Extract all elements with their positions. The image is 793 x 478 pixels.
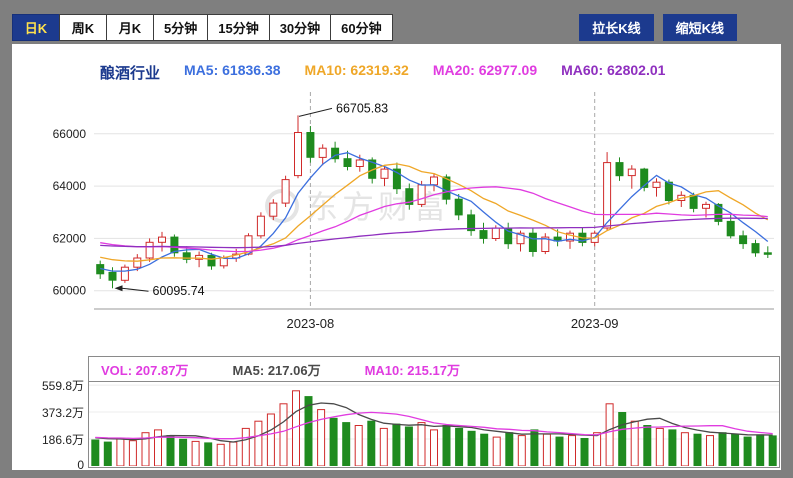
chart-panel: 酿酒行业 MA5: 61836.38 MA10: 62319.32 MA20: …	[12, 44, 784, 472]
candlestick-chart[interactable]: 66000 64000 62000 60000 2023-08 2023-09 东方财富 66…	[24, 84, 784, 344]
tab-month-k[interactable]: 月K	[106, 14, 154, 41]
ma60-legend: MA60: 62802.01	[561, 62, 666, 78]
volume-legend: VOL: 207.87万 MA5: 217.06万 MA10: 215.17万	[89, 357, 779, 382]
tab-30min[interactable]: 30分钟	[268, 14, 332, 41]
main-chart-header: 酿酒行业 MA5: 61836.38 MA10: 62319.32 MA20: …	[100, 62, 665, 83]
shrink-kline-button[interactable]: 缩短K线	[662, 14, 737, 41]
tab-5min[interactable]: 5分钟	[153, 14, 209, 41]
tab-week-k[interactable]: 周K	[59, 14, 107, 41]
kline-actions: 拉长K线 缩短K线	[579, 14, 781, 41]
ma20-legend: MA20: 62977.09	[432, 62, 538, 78]
period-tabs: 日K 周K 月K 5分钟 15分钟 30分钟 60分钟	[12, 14, 393, 41]
svg-text:东方财富: 东方财富	[306, 189, 450, 225]
volume-tick-label: 373.2万	[41, 406, 84, 421]
volume-tick-label: 559.8万	[41, 379, 84, 394]
tab-15min[interactable]: 15分钟	[207, 14, 270, 41]
svg-text:2023-09: 2023-09	[571, 316, 619, 331]
svg-text:66705.83: 66705.83	[336, 101, 388, 115]
volume-chart[interactable]	[89, 382, 779, 466]
toolbar: 日K 周K 月K 5分钟 15分钟 30分钟 60分钟 拉长K线 缩短K线	[12, 14, 781, 41]
tab-day-k[interactable]: 日K	[12, 14, 60, 41]
volume-tick-label: 0	[77, 458, 84, 472]
stretch-kline-button[interactable]: 拉长K线	[579, 14, 654, 41]
industry-title: 酿酒行业	[100, 65, 161, 82]
svg-text:60095.74: 60095.74	[153, 284, 205, 298]
vol-value-legend: VOL: 207.87万	[101, 362, 189, 378]
svg-text:60000: 60000	[53, 284, 87, 298]
svg-text:2023-08: 2023-08	[287, 316, 335, 331]
svg-text:66000: 66000	[53, 127, 87, 141]
ma5-legend: MA5: 61836.38	[184, 62, 281, 78]
tab-60min[interactable]: 60分钟	[330, 14, 393, 41]
ma10-legend: MA10: 62319.32	[304, 62, 409, 78]
vol-ma10-legend: MA10: 215.17万	[364, 362, 460, 378]
svg-text:62000: 62000	[53, 231, 87, 245]
volume-panel: VOL: 207.87万 MA5: 217.06万 MA10: 215.17万	[88, 356, 780, 468]
volume-tick-label: 186.6万	[41, 433, 84, 448]
vol-ma5-legend: MA5: 217.06万	[232, 362, 321, 378]
svg-text:64000: 64000	[53, 179, 87, 193]
